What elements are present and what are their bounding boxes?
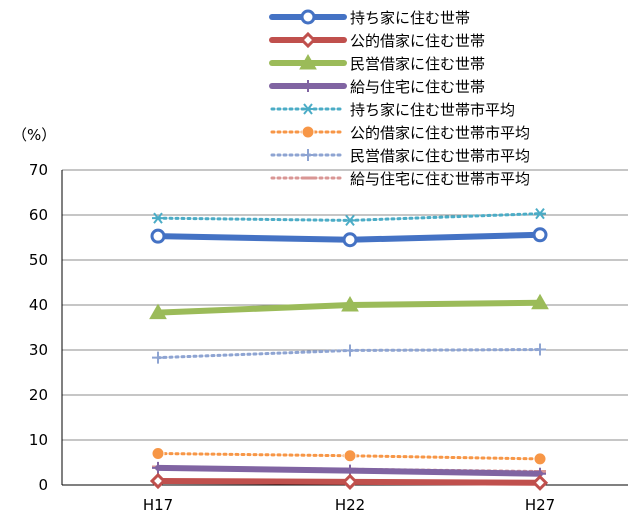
data-point-5: [343, 449, 357, 463]
x-tick-label: H17: [143, 496, 173, 514]
legend-label: 給与住宅に住む世帯市平均: [350, 170, 530, 188]
y-tick-label: 40: [29, 296, 48, 314]
legend-label: 公的借家に住む世帯市平均: [350, 124, 530, 142]
data-point-1: [341, 473, 359, 490]
data-point-4: [344, 214, 356, 227]
data-point-6: [152, 351, 164, 364]
y-tick-label: 60: [29, 206, 48, 224]
legend-label: 持ち家に住む世帯市平均: [350, 101, 515, 119]
legend-marker: [302, 80, 314, 92]
y-tick-label: 30: [29, 341, 48, 359]
legend-label: 持ち家に住む世帯: [350, 9, 470, 27]
legend-label: 給与住宅に住む世帯: [350, 78, 485, 96]
y-tick-label: 0: [38, 476, 48, 494]
legend-marker: [302, 149, 314, 161]
data-point-0: [150, 228, 166, 244]
legend-marker: [301, 125, 315, 139]
y-tick-label: 70: [29, 161, 48, 179]
y-tick-label: 20: [29, 386, 48, 404]
data-point-0: [532, 227, 548, 243]
x-tick-label: H22: [335, 496, 365, 514]
legend-marker: [299, 31, 317, 49]
legend-label: 民営借家に住む世帯: [350, 55, 485, 73]
y-axis-unit-label: （%）: [12, 126, 56, 144]
y-tick-label: 10: [29, 431, 48, 449]
data-point-0: [342, 232, 358, 248]
legend-label: 民営借家に住む世帯市平均: [350, 147, 530, 165]
data-point-4: [152, 212, 164, 224]
data-point-2: [531, 293, 549, 310]
data-point-2: [341, 295, 359, 312]
axes: 0 10 20 30 40 50 60 70 H17 H22 H27: [29, 161, 628, 514]
data-point-5: [151, 447, 165, 460]
data-point-6: [534, 343, 546, 356]
y-tick-label: 50: [29, 251, 48, 269]
data-point-6: [344, 344, 356, 357]
data-point-4: [534, 208, 546, 220]
legend-marker: [299, 53, 317, 70]
data-point-1: [531, 474, 549, 491]
data-point-1: [149, 472, 167, 490]
legend-marker: [300, 9, 316, 25]
data-point-3: [152, 461, 164, 474]
data-point-5: [533, 452, 547, 466]
legend-marker: [302, 103, 314, 115]
x-tick-label: H27: [525, 496, 555, 514]
data-point-2: [149, 303, 167, 320]
series-lines: [149, 208, 549, 491]
legend: 持ち家に住む世帯公的借家に住む世帯民営借家に住む世帯給与住宅に住む世帯持ち家に住…: [269, 9, 530, 188]
legend-label: 公的借家に住む世帯: [350, 32, 485, 50]
